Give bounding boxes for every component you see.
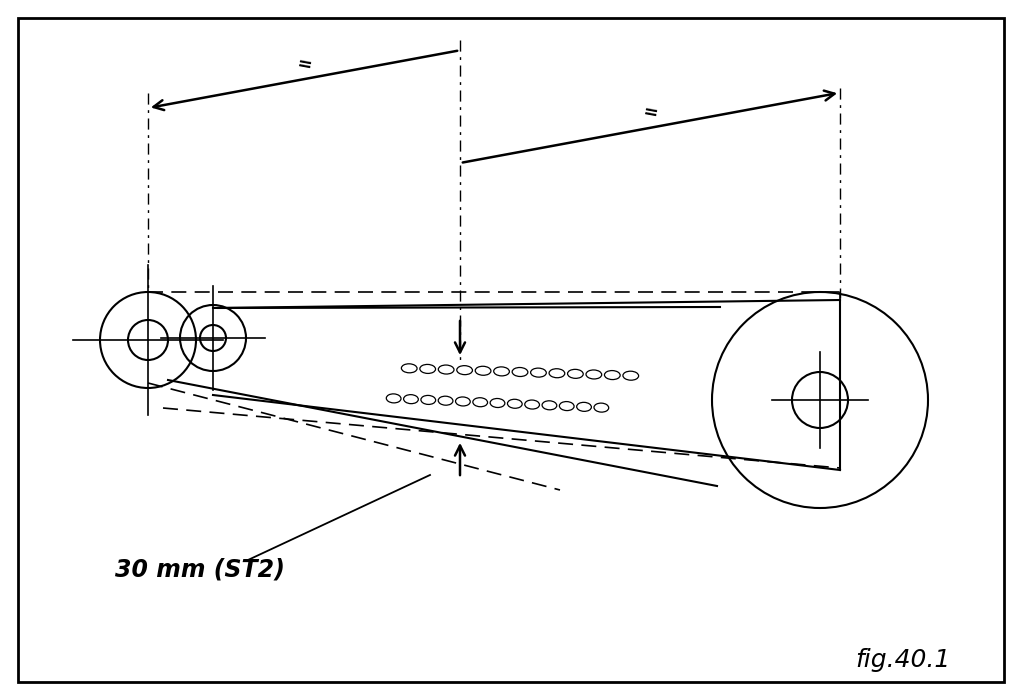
Text: =: = [641,104,659,124]
Text: fig.40.1: fig.40.1 [855,648,950,672]
Text: =: = [295,55,313,76]
Text: 30 mm (ST2): 30 mm (ST2) [115,558,285,582]
FancyBboxPatch shape [18,18,1004,682]
